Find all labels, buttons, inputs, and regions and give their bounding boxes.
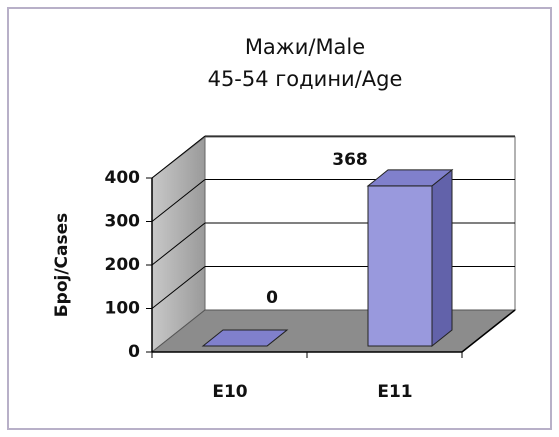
bar — [201, 329, 289, 347]
y-tick-label: 400 — [105, 168, 141, 188]
y-tick-label: 200 — [105, 255, 141, 275]
x-tick-label: E11 — [377, 382, 412, 402]
x-tick-label: E10 — [212, 382, 247, 402]
grid-line — [151, 135, 206, 179]
bar-top — [201, 329, 289, 347]
value-label: 368 — [332, 150, 368, 170]
chart-subtitle: 45-54 години/Age — [208, 67, 403, 91]
bar-front — [367, 185, 433, 347]
grid-line — [151, 222, 206, 266]
y-tick-label: 0 — [128, 342, 140, 362]
grid-line — [151, 266, 206, 309]
y-tick-label: 100 — [105, 299, 141, 319]
grid — [151, 135, 515, 309]
chart-title: Мажи/Male — [245, 35, 365, 59]
grid-line — [151, 179, 206, 222]
bar-side — [431, 168, 453, 348]
value-label: 0 — [266, 288, 278, 308]
bar-top — [366, 169, 454, 187]
bar — [366, 168, 454, 348]
y-axis-label: Број/Cases — [52, 213, 72, 318]
y-tick-label: 300 — [105, 212, 141, 232]
x-axis-depth — [461, 309, 516, 353]
